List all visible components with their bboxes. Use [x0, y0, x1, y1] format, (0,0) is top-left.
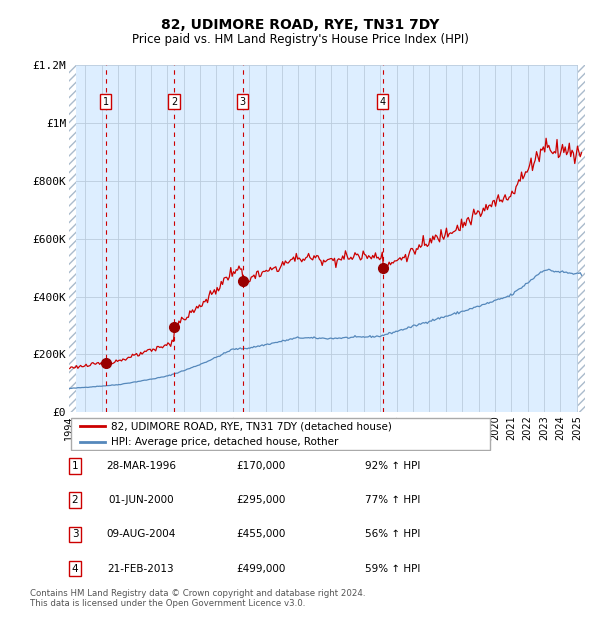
FancyBboxPatch shape	[71, 418, 490, 449]
Text: Price paid vs. HM Land Registry's House Price Index (HPI): Price paid vs. HM Land Registry's House …	[131, 33, 469, 46]
Text: 2: 2	[171, 97, 177, 107]
Text: 21-FEB-2013: 21-FEB-2013	[107, 564, 175, 574]
Text: This data is licensed under the Open Government Licence v3.0.: This data is licensed under the Open Gov…	[30, 600, 305, 608]
Text: 92% ↑ HPI: 92% ↑ HPI	[365, 461, 421, 471]
Text: £455,000: £455,000	[236, 529, 286, 539]
Text: 01-JUN-2000: 01-JUN-2000	[108, 495, 174, 505]
Text: 09-AUG-2004: 09-AUG-2004	[106, 529, 176, 539]
Bar	[578, 65, 585, 412]
Text: 1: 1	[71, 461, 79, 471]
Text: HPI: Average price, detached house, Rother: HPI: Average price, detached house, Roth…	[112, 437, 338, 447]
Text: £295,000: £295,000	[236, 495, 286, 505]
Text: £499,000: £499,000	[236, 564, 286, 574]
Text: 56% ↑ HPI: 56% ↑ HPI	[365, 529, 421, 539]
Text: 59% ↑ HPI: 59% ↑ HPI	[365, 564, 421, 574]
Text: 82, UDIMORE ROAD, RYE, TN31 7DY (detached house): 82, UDIMORE ROAD, RYE, TN31 7DY (detache…	[112, 421, 392, 431]
Text: 4: 4	[379, 97, 386, 107]
Text: £170,000: £170,000	[236, 461, 286, 471]
Text: Contains HM Land Registry data © Crown copyright and database right 2024.: Contains HM Land Registry data © Crown c…	[30, 590, 365, 598]
Text: 2: 2	[71, 495, 79, 505]
Text: 82, UDIMORE ROAD, RYE, TN31 7DY: 82, UDIMORE ROAD, RYE, TN31 7DY	[161, 18, 439, 32]
Text: 4: 4	[71, 564, 79, 574]
Text: 1: 1	[103, 97, 109, 107]
Text: 3: 3	[239, 97, 246, 107]
Text: 28-MAR-1996: 28-MAR-1996	[106, 461, 176, 471]
Text: 77% ↑ HPI: 77% ↑ HPI	[365, 495, 421, 505]
Bar	[69, 65, 76, 412]
Text: 3: 3	[71, 529, 79, 539]
